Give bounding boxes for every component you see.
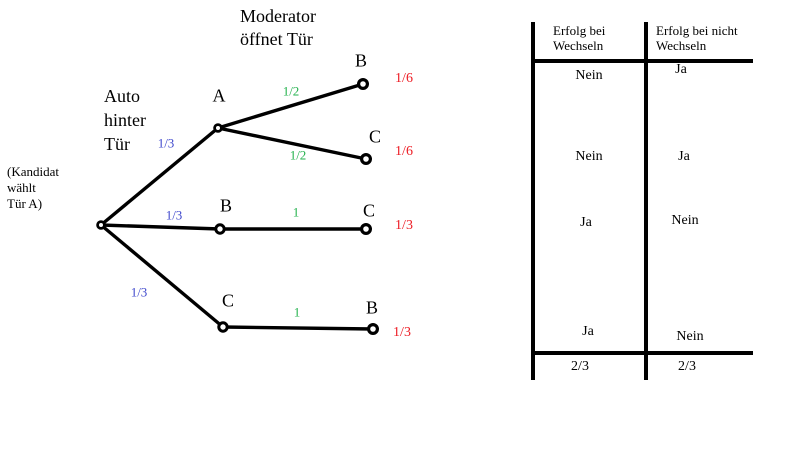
table-vline-middle bbox=[644, 22, 648, 380]
branch-line-c-b bbox=[222, 325, 374, 331]
branch-line-root-b bbox=[100, 223, 221, 231]
outcome-prob-4: 1/3 bbox=[393, 325, 411, 340]
col-header-switch: Erfolg bei Wechseln bbox=[553, 23, 606, 53]
moderator-caption: Moderator öffnet Tür bbox=[240, 6, 316, 49]
node-b bbox=[214, 223, 226, 235]
outcome-prob-2: 1/6 bbox=[395, 144, 413, 159]
node-a bbox=[213, 123, 223, 133]
col-header-stay: Erfolg bei nicht Wechseln bbox=[656, 23, 738, 53]
car-location-caption: Auto hinter Tür bbox=[104, 86, 146, 154]
cell-row2-switch: Nein bbox=[575, 149, 603, 164]
table-hline-footer bbox=[531, 351, 753, 355]
node-b-label: B bbox=[219, 195, 233, 216]
leaf-c2-label: C bbox=[362, 200, 376, 221]
cell-row4-switch: Ja bbox=[582, 324, 594, 339]
outcome-prob-3: 1/3 bbox=[395, 218, 413, 233]
candidate-caption: (Kandidat wählt Tür A) bbox=[7, 164, 59, 211]
cell-row3-stay: Nein bbox=[671, 213, 699, 228]
cell-row4-stay: Nein bbox=[676, 329, 704, 344]
root-node bbox=[96, 220, 106, 230]
branch-line-a-b bbox=[217, 82, 364, 130]
leaf-node-c1 bbox=[360, 153, 373, 166]
prob-root-a: 1/3 bbox=[157, 135, 175, 151]
node-c bbox=[217, 321, 229, 333]
leaf-b1-label: B bbox=[354, 50, 368, 71]
prob-a-c: 1/2 bbox=[289, 147, 307, 163]
branch-line-root-a bbox=[99, 126, 220, 227]
total-stay: 2/3 bbox=[678, 359, 696, 374]
outcome-prob-1: 1/6 bbox=[395, 71, 413, 86]
table-hline-header bbox=[531, 59, 753, 63]
prob-root-c: 1/3 bbox=[130, 284, 148, 300]
cell-row3-switch: Ja bbox=[580, 215, 592, 230]
prob-root-b: 1/3 bbox=[165, 207, 183, 223]
cell-row1-stay: Ja bbox=[675, 62, 687, 77]
cell-row2-stay: Ja bbox=[678, 149, 690, 164]
leaf-node-b1 bbox=[357, 77, 370, 90]
leaf-node-b2 bbox=[367, 323, 380, 336]
cell-row1-switch: Nein bbox=[575, 68, 603, 83]
branch-line-root-c bbox=[99, 223, 225, 329]
prob-b-c: 1 bbox=[292, 204, 300, 220]
leaf-b2-label: B bbox=[365, 297, 379, 318]
prob-a-b: 1/2 bbox=[282, 83, 300, 99]
node-a-label: A bbox=[212, 85, 226, 106]
table-vline-left bbox=[531, 22, 535, 380]
leaf-node-c2 bbox=[360, 223, 373, 236]
prob-c-b: 1 bbox=[293, 304, 301, 320]
node-c-label: C bbox=[221, 290, 235, 311]
tree-diagram bbox=[96, 77, 380, 336]
branch-line-a-c bbox=[217, 126, 367, 161]
leaf-c1-label: C bbox=[368, 126, 382, 147]
total-switch: 2/3 bbox=[571, 359, 589, 374]
